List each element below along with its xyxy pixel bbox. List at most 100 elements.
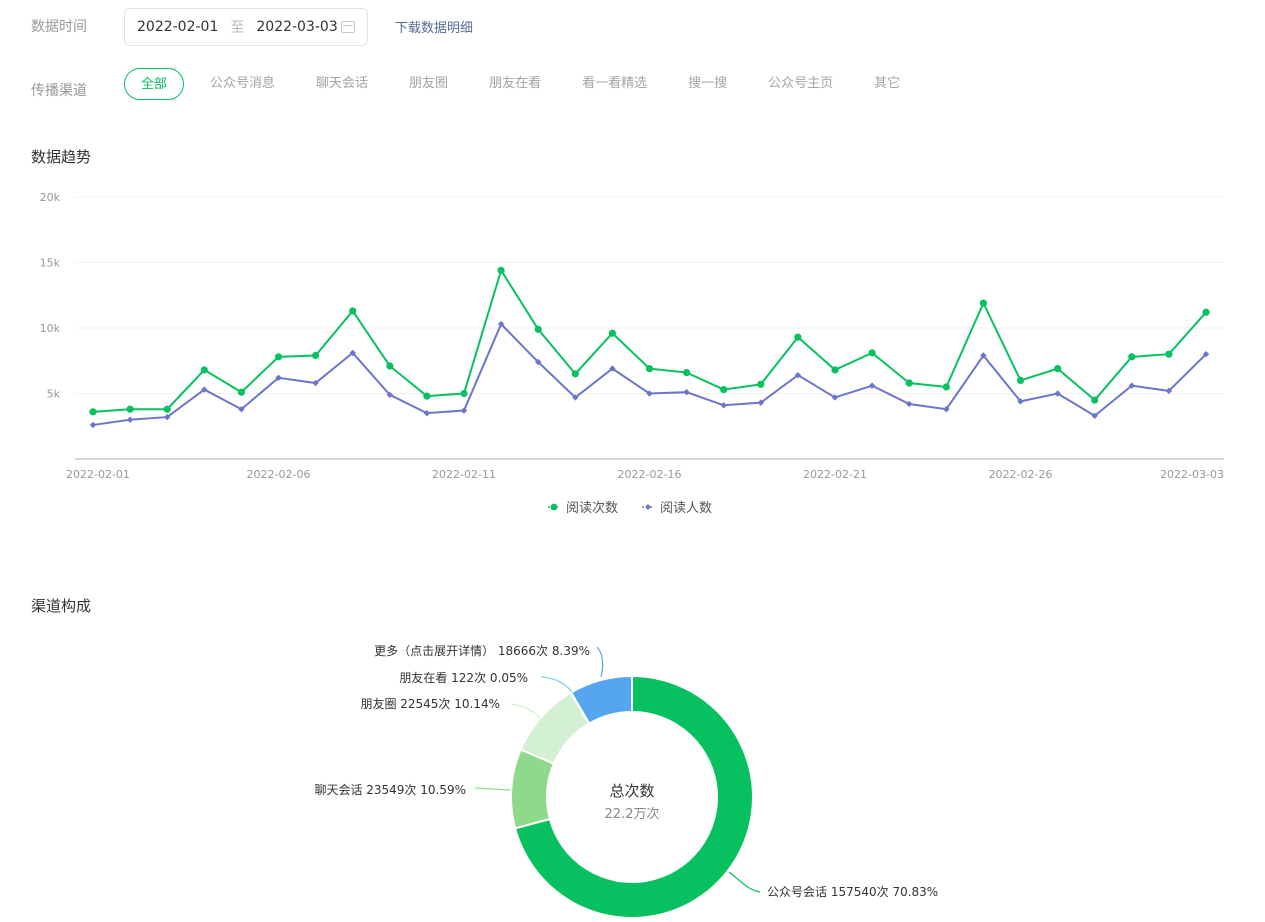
data-point — [868, 382, 876, 389]
trend-line-chart: 5k 10k 15k 20k 2022-02-01 2022-02-06 2022-02-1… — [40, 191, 1224, 516]
download-details-link[interactable]: 下载数据明细 — [395, 21, 474, 36]
data-point — [979, 299, 988, 307]
data-point — [534, 325, 542, 333]
slice-label-4: 更多（点击展开详情） 18666次 8.39% — [374, 643, 590, 658]
data-point — [460, 407, 468, 414]
data-point — [1165, 350, 1173, 358]
donut-center-value: 22.2万次 — [605, 806, 660, 822]
data-point — [1017, 398, 1024, 405]
data-point — [609, 365, 616, 372]
data-point — [1128, 353, 1136, 361]
data-point — [572, 394, 579, 401]
legend-label: 阅读人数 — [660, 501, 712, 516]
leader-line-2 — [510, 703, 541, 719]
data-point — [312, 379, 319, 387]
data-point — [349, 307, 357, 315]
start-date[interactable]: 2022-02-01 — [137, 19, 219, 35]
leader-line-1 — [474, 787, 511, 791]
leader-line-3 — [540, 676, 573, 693]
y-tick-label: 5k — [47, 388, 61, 401]
data-point — [164, 413, 171, 421]
data-point — [163, 405, 171, 413]
data-point — [126, 405, 134, 413]
data-point — [980, 352, 987, 359]
data-point — [943, 406, 950, 413]
x-tick-label: 2022-02-21 — [803, 468, 867, 481]
date-range-picker[interactable]: 2022-02-01 至 2022-03-03 — [124, 8, 368, 46]
data-point — [386, 362, 394, 370]
data-point — [1202, 308, 1210, 316]
channel-tab-6[interactable]: 搜一搜 — [688, 76, 728, 91]
slice-label-1: 聊天会话 23549次 10.59% — [314, 783, 466, 797]
data-point — [312, 351, 320, 360]
data-point — [126, 416, 134, 423]
channel-tab-4[interactable]: 朋友在看 — [489, 76, 542, 91]
donut-slice-4 — [569, 674, 633, 725]
x-tick-label: 2022-02-01 — [66, 468, 130, 481]
data-point — [683, 388, 690, 396]
data-time-label: 数据时间 — [31, 19, 87, 35]
data-point — [1091, 412, 1098, 419]
leader-line-4 — [596, 646, 604, 678]
slice-label-3: 朋友在看 122次 0.05% — [399, 671, 528, 685]
channel-tab-8[interactable]: 其它 — [874, 76, 901, 91]
data-point — [200, 366, 208, 374]
data-point — [349, 349, 356, 357]
data-point — [720, 385, 728, 394]
data-point — [645, 365, 654, 373]
data-point — [831, 394, 839, 401]
data-point — [237, 388, 245, 396]
trend-section-title: 数据趋势 — [31, 148, 92, 166]
legend-marker — [550, 503, 558, 511]
data-point — [794, 333, 802, 341]
legend-marker — [645, 504, 651, 510]
data-point — [831, 366, 839, 374]
data-point — [89, 421, 97, 429]
channel-tab-1[interactable]: 公众号消息 — [210, 76, 276, 91]
data-point — [1202, 351, 1210, 358]
y-tick-label: 20k — [40, 191, 61, 204]
channel-label: 传播渠道 — [31, 83, 87, 99]
end-date[interactable]: 2022-03-03 — [256, 19, 338, 35]
data-point — [201, 386, 208, 393]
leader-line-0 — [728, 871, 761, 893]
data-point — [1165, 387, 1173, 395]
data-point — [497, 320, 505, 328]
x-tick-label: 2022-02-06 — [247, 468, 311, 481]
channel-tab-7[interactable]: 公众号主页 — [768, 76, 834, 91]
data-point — [497, 266, 505, 274]
data-point — [1091, 396, 1099, 404]
x-tick-label: 2022-02-26 — [989, 468, 1053, 481]
channel-tabs: 全部 公众号消息 聊天会话 朋友圈 朋友在看 看一看精选 搜一搜 公众号主页 其它 — [124, 68, 941, 100]
channel-tab-2[interactable]: 聊天会话 — [316, 76, 369, 91]
data-point — [89, 408, 97, 416]
legend-label: 阅读次数 — [566, 500, 618, 516]
x-tick-label: 2022-03-03 — [1160, 468, 1224, 481]
data-point — [942, 383, 950, 391]
x-tick-label: 2022-02-16 — [618, 468, 682, 481]
composition-section-title: 渠道构成 — [31, 597, 92, 615]
data-point — [608, 329, 617, 337]
data-point — [571, 370, 579, 378]
data-point — [460, 389, 468, 398]
data-point — [423, 392, 431, 400]
data-point — [423, 409, 431, 417]
channel-tab-5[interactable]: 看一看精选 — [582, 76, 648, 91]
data-point — [906, 400, 913, 408]
chart-legend: 阅读次数 阅读人数 — [548, 500, 712, 516]
x-tick-label: 2022-02-11 — [432, 468, 496, 481]
slice-label-0: 公众号会话 157540次 70.83% — [767, 885, 938, 899]
data-point — [535, 358, 542, 366]
data-point — [646, 390, 653, 397]
channel-tab-0[interactable]: 全部 — [124, 68, 185, 100]
channel-tab-3[interactable]: 朋友圈 — [409, 76, 449, 91]
slice-label-2: 朋友圈 22545次 10.14% — [360, 697, 500, 711]
calendar-icon[interactable] — [341, 21, 355, 33]
y-tick-label: 15k — [40, 257, 61, 270]
y-tick-label: 10k — [40, 322, 61, 335]
data-point — [1016, 376, 1025, 384]
donut-slice-0 — [513, 674, 754, 919]
data-point — [905, 379, 913, 387]
data-point — [868, 349, 876, 357]
